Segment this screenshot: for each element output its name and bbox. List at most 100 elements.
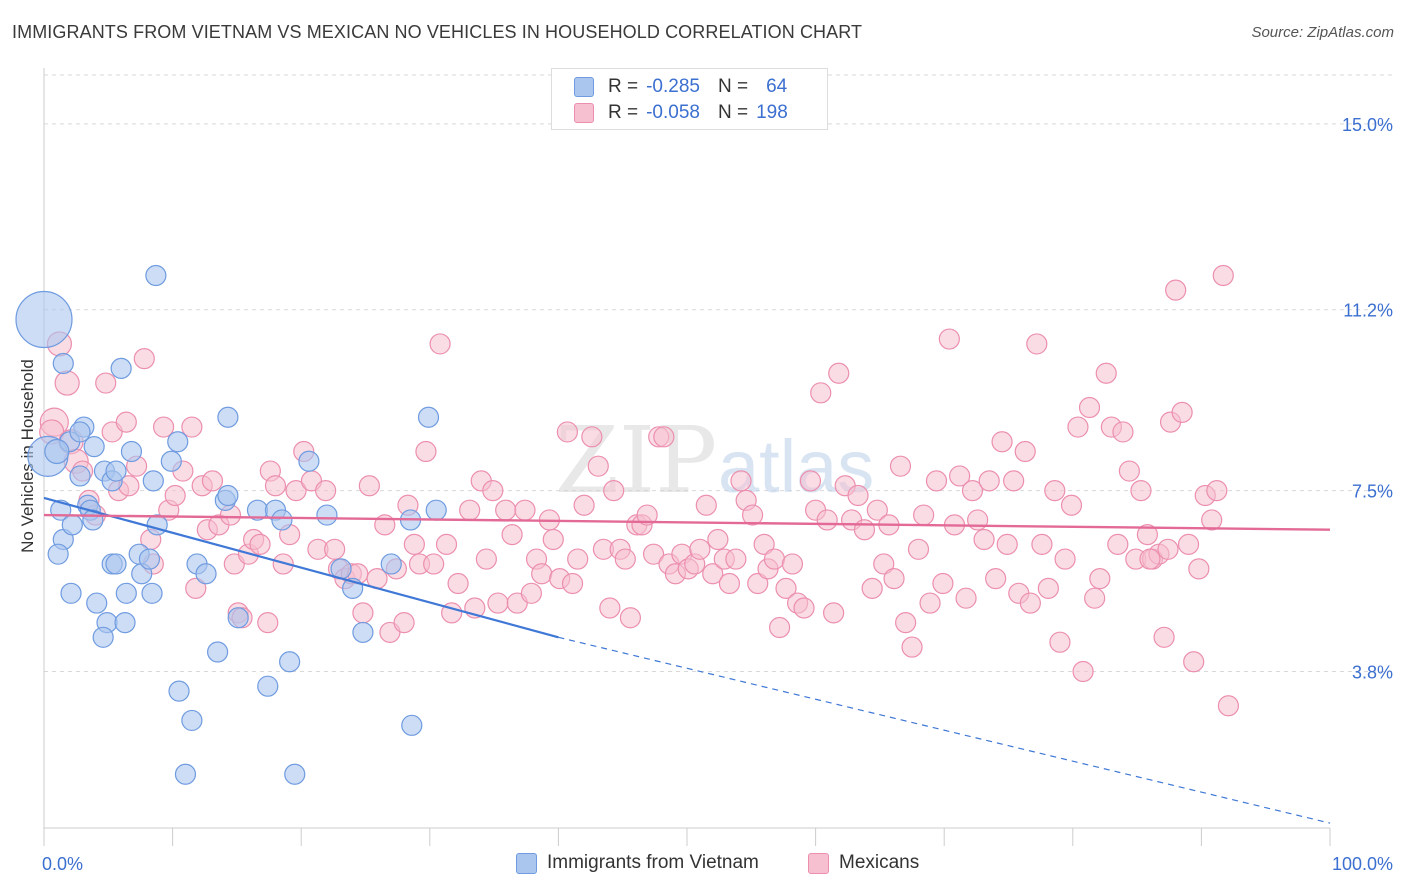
mexicans-point [1049, 631, 1071, 653]
mexicans-point [823, 602, 845, 624]
mexicans-point [1084, 587, 1106, 609]
vietnam-point [15, 290, 73, 349]
mexicans-point [495, 499, 517, 521]
mexicans-point [853, 519, 876, 541]
mexicans-point [949, 465, 971, 487]
mexicans-point [603, 480, 625, 502]
x-tick-label: 100.0% [1332, 854, 1393, 874]
mexicans-points [39, 264, 1240, 717]
mexicans-point [115, 411, 137, 433]
mexicans-point [285, 480, 307, 502]
vietnam-point [69, 465, 91, 487]
vietnam-point [110, 357, 132, 379]
vietnam-point [257, 675, 279, 697]
mexicans-point [556, 421, 579, 443]
n-value: 64 [766, 76, 788, 97]
mexicans-point [1136, 524, 1158, 546]
mexicans-point [358, 475, 380, 497]
watermark: ZIP atlas [555, 407, 874, 514]
vietnam-point [316, 504, 338, 526]
mexicans-point [895, 612, 917, 634]
vietnam-point [279, 651, 301, 673]
mexicans-point [501, 524, 523, 546]
mexicans-point [1130, 480, 1152, 502]
legend-item-mexicans[interactable]: Mexicans [808, 852, 919, 874]
vietnam-point [160, 450, 182, 472]
vietnam-swatch [516, 852, 537, 874]
mexicans-point [531, 563, 553, 585]
mexicans-point [1014, 440, 1036, 463]
mexicans-point [799, 470, 822, 492]
mexicans-point [763, 548, 786, 570]
mexicans-point [587, 455, 609, 477]
legend-label: Immigrants from Vietnam [547, 852, 759, 873]
vietnam-point [207, 641, 229, 663]
mexicans-point [1165, 279, 1187, 301]
vietnam-point [92, 626, 114, 648]
mexicans-point [573, 494, 595, 516]
mexicans-point [991, 431, 1013, 453]
vietnam-point [105, 553, 127, 575]
mexicans-point [1217, 695, 1240, 717]
mexicans-point [324, 538, 346, 560]
mexicans-point [1044, 480, 1066, 502]
mexicans-point [1183, 651, 1205, 673]
mexicans-point [741, 504, 764, 526]
mexicans-point [861, 577, 883, 600]
mexicans-point [54, 370, 80, 396]
mexicans-point [889, 455, 912, 477]
vietnam-point [138, 548, 161, 570]
mexicans-point [1107, 533, 1129, 556]
r-label: R = [608, 76, 639, 97]
mexicans-point [542, 528, 564, 551]
mexicans-point [257, 612, 279, 634]
mexicans-point [793, 597, 815, 619]
mexicans-point [561, 572, 584, 595]
mexicans-point [1171, 401, 1193, 423]
chart-title: IMMIGRANTS FROM VIETNAM VS MEXICAN NO VE… [12, 22, 863, 42]
mexicans-point [1067, 416, 1089, 438]
vietnam-point [114, 612, 136, 634]
mexicans-point [1037, 577, 1059, 600]
mexicans-point [873, 553, 895, 575]
mexicans-point [1177, 533, 1200, 556]
mexicans-point [1054, 548, 1076, 570]
y-tick-label: 15.0% [1342, 115, 1393, 135]
mexicans-point [1139, 548, 1161, 570]
n-label: N = [717, 76, 749, 97]
mexicans-point [781, 553, 804, 575]
mexicans-point [973, 528, 995, 551]
vietnam-point [167, 431, 189, 453]
mexicans-point [1095, 362, 1117, 384]
mexicans-point [747, 572, 769, 595]
vietnam-point [181, 709, 203, 732]
vietnam-point [145, 264, 167, 287]
mexicans-point [938, 328, 960, 350]
mexicans-point [459, 499, 481, 521]
mexicans-point [393, 612, 415, 634]
mexicans-point [1072, 660, 1094, 683]
vietnam-point [105, 460, 127, 482]
vietnam-point [61, 514, 83, 536]
vietnam-point [142, 470, 164, 492]
mexicans-point [978, 470, 1000, 492]
mexicans-swatch [574, 103, 594, 123]
mexicans-point [152, 416, 175, 438]
mexicans-point [435, 533, 458, 556]
legend-item-vietnam[interactable]: Immigrants from Vietnam [516, 852, 759, 874]
mexicans-point [866, 499, 888, 521]
mexicans-point [689, 538, 711, 560]
mexicans-point [1201, 509, 1223, 531]
r-value: -0.058 [646, 102, 700, 123]
y-tick-label: 7.5% [1352, 482, 1393, 502]
mexicans-point [932, 572, 954, 595]
vietnam-point [120, 440, 143, 463]
mexicans-point [996, 533, 1018, 556]
mexicans-point [913, 504, 935, 526]
mexicans-point [653, 426, 675, 448]
mexicans-point [907, 538, 930, 560]
mexicans-point [249, 533, 271, 556]
source-credit: Source: ZipAtlas.com [1251, 24, 1394, 41]
vietnam-point [174, 763, 197, 785]
